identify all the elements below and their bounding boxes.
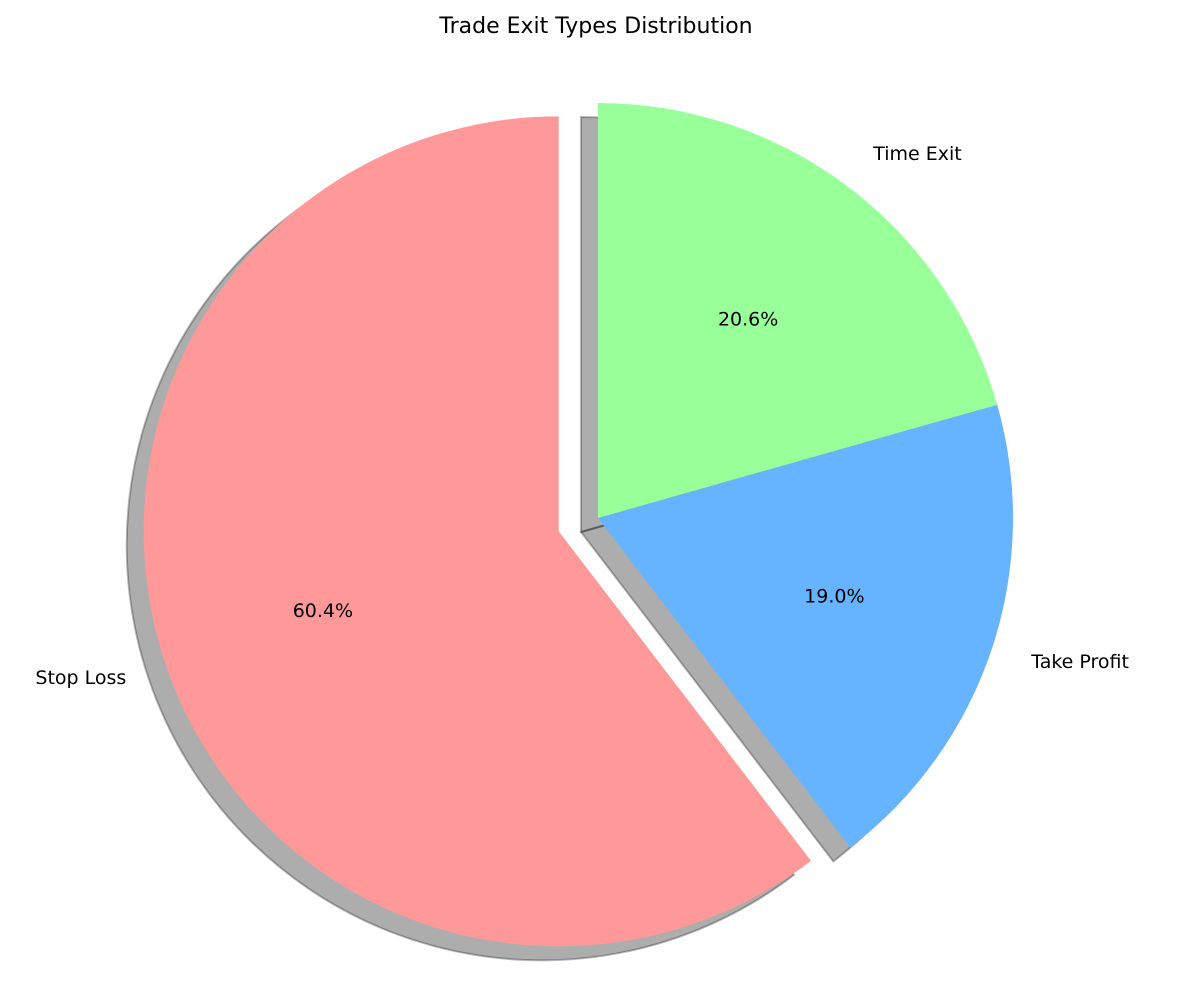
slice-percent-time-exit: 20.6%: [718, 308, 778, 330]
slice-stop-loss: [143, 116, 811, 947]
slice-take-profit: [598, 404, 1013, 848]
pie-slices: [143, 103, 1013, 947]
slice-labels: Stop Loss 60.4% Take Profit 19.0% Time Exit 2…: [35, 143, 1129, 689]
slice-label-stop-loss: Stop Loss: [35, 667, 126, 689]
slice-label-take-profit: Take Profit: [1030, 651, 1129, 673]
chart-title: Trade Exit Types Distribution: [438, 14, 752, 39]
slice-percent-stop-loss: 60.4%: [293, 600, 353, 622]
slice-percent-take-profit: 19.0%: [804, 585, 864, 607]
slice-label-time-exit: Time Exit: [872, 143, 962, 165]
slice-time-exit: [598, 103, 998, 518]
